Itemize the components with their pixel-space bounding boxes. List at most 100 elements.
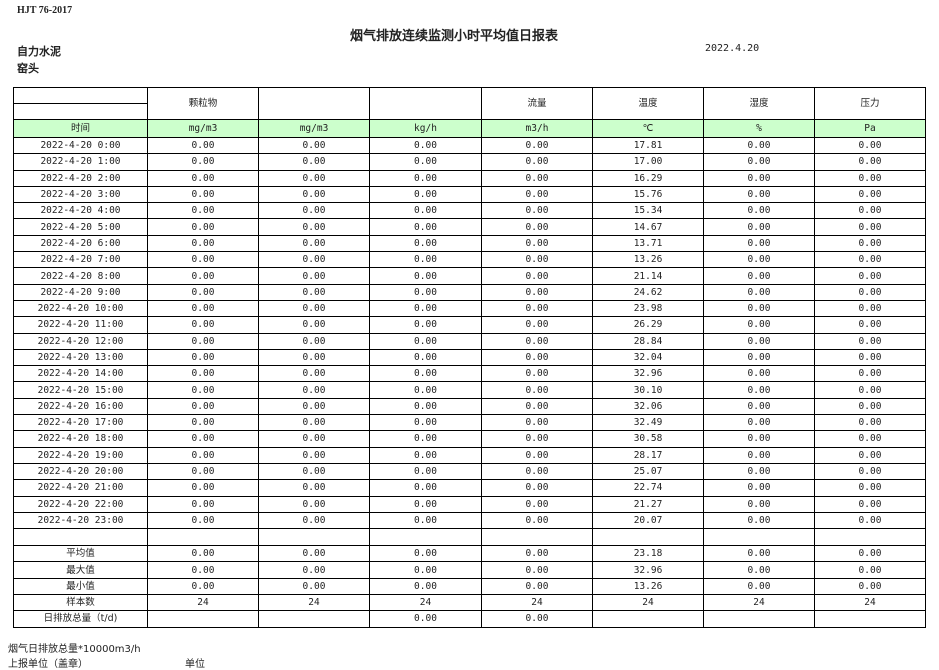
- blank-row-cell: [703, 528, 815, 547]
- table-row-cell: 26.29: [592, 316, 704, 334]
- table-row-cell: 0.00: [481, 267, 593, 285]
- table-row-cell: 0.00: [369, 153, 482, 171]
- table-row: 2022-4-20 7:00 0.00 0.00 0.00 0.00 13.26 0.00 0…: [13, 251, 926, 269]
- table-row-cell: 16.29: [592, 169, 704, 187]
- table-row-cell: 0.00: [369, 511, 482, 530]
- table-row-cell: 0.00: [258, 479, 370, 497]
- unit-label: 单位: [185, 659, 205, 670]
- organization: 自力水泥: [17, 45, 61, 58]
- table-row-cell: 0.00: [369, 332, 482, 350]
- stats-row-cell: 24: [703, 594, 815, 612]
- table-row-cell: 0.00: [258, 299, 370, 318]
- stats-row-cell: 24: [481, 594, 593, 612]
- table-row: 2022-4-20 12:00 0.00 0.00 0.00 0.00 28.84 0.00…: [13, 332, 926, 350]
- table-row-cell: 0.00: [481, 462, 593, 481]
- table-row-cell: 20.07: [592, 511, 704, 530]
- table-row-cell: 0.00: [258, 234, 370, 253]
- table-row-cell: 0.00: [369, 218, 482, 236]
- table-row-cell: 0.00: [814, 479, 926, 497]
- table-row: 2022-4-20 9:00 0.00 0.00 0.00 0.00 24.62 0.00 0…: [13, 283, 926, 301]
- table-row-cell: 23.98: [592, 299, 704, 318]
- stats-row-cell: 样本数: [13, 594, 148, 612]
- table-row-cell: 0.00: [703, 397, 815, 416]
- table-row-cell: 0.00: [258, 136, 370, 155]
- table-row: 2022-4-20 5:00 0.00 0.00 0.00 0.00 14.67 0.00 0…: [13, 218, 926, 236]
- table-row-cell: 0.00: [814, 348, 926, 367]
- table-row-cell: 0.00: [258, 397, 370, 416]
- table-row-cell: 0.00: [147, 267, 259, 285]
- table-row-cell: 0.00: [147, 462, 259, 481]
- table-row-cell: 0.00: [481, 365, 593, 383]
- stats-row-cell: 日排放总量（t/d): [13, 610, 148, 628]
- table-row-cell: 0.00: [369, 234, 482, 253]
- table-row-cell: 0.00: [481, 495, 593, 513]
- stats-row-cell: 24: [147, 594, 259, 612]
- blank-row: [13, 528, 926, 547]
- table-row-cell: 0.00: [258, 462, 370, 481]
- stats-row-cell: 0.00: [258, 577, 370, 596]
- table-row-cell: 0.00: [814, 136, 926, 155]
- table-row-cell: 30.58: [592, 430, 704, 448]
- table-row-cell: 0.00: [703, 430, 815, 448]
- table-row-cell: 0.00: [369, 283, 482, 301]
- table-row-cell: 0.00: [703, 218, 815, 236]
- table-row-cell: 2022-4-20 23:00: [13, 511, 148, 530]
- table-row-cell: 0.00: [258, 430, 370, 448]
- header-row-cell: 温度: [592, 87, 704, 120]
- flue-total-label: 烟气日排放总量*10000m3/h: [8, 644, 141, 655]
- stats-row-cell: 最小值: [13, 577, 148, 596]
- table-row-cell: 25.07: [592, 462, 704, 481]
- stats-row-cell: 0.00: [258, 545, 370, 563]
- stats-row-cell: 0.00: [481, 545, 593, 563]
- table-row: 2022-4-20 18:00 0.00 0.00 0.00 0.00 30.58 0.00…: [13, 430, 926, 448]
- table-row: 2022-4-20 4:00 0.00 0.00 0.00 0.00 15.34 0.00 0…: [13, 202, 926, 220]
- table-row-cell: 14.67: [592, 218, 704, 236]
- table-row-cell: 0.00: [814, 495, 926, 513]
- table-row-cell: 0.00: [481, 202, 593, 220]
- table-row: 2022-4-20 19:00 0.00 0.00 0.00 0.00 28.17 0.00…: [13, 446, 926, 464]
- table-row: 2022-4-20 23:00 0.00 0.00 0.00 0.00 20.07 0.00…: [13, 511, 926, 530]
- table-row-cell: 0.00: [369, 365, 482, 383]
- table-row-cell: 0.00: [369, 185, 482, 204]
- stats-row-cell: [147, 610, 259, 628]
- table-row-cell: 0.00: [481, 397, 593, 416]
- table-row-cell: 0.00: [258, 185, 370, 204]
- table-row-cell: 0.00: [481, 511, 593, 530]
- table-row-cell: 0.00: [703, 267, 815, 285]
- table-row-cell: 0.00: [369, 479, 482, 497]
- table-row-cell: 21.27: [592, 495, 704, 513]
- table-row-cell: 0.00: [147, 332, 259, 350]
- table-row-cell: 32.96: [592, 365, 704, 383]
- stats-row-cell: [592, 610, 704, 628]
- table-row-cell: 0.00: [703, 348, 815, 367]
- table-row-cell: 0.00: [258, 381, 370, 399]
- table-row-cell: 0.00: [147, 348, 259, 367]
- table-row-cell: 0.00: [258, 267, 370, 285]
- table-row-cell: 0.00: [814, 169, 926, 187]
- table-row-cell: 0.00: [481, 430, 593, 448]
- table-row-cell: 0.00: [703, 316, 815, 334]
- table-row-cell: 0.00: [147, 234, 259, 253]
- table-row-cell: 0.00: [814, 462, 926, 481]
- stats-row-cell: 0.00: [481, 561, 593, 579]
- table-row-cell: 0.00: [814, 446, 926, 464]
- table-row-cell: 2022-4-20 20:00: [13, 462, 148, 481]
- table-row: 2022-4-20 6:00 0.00 0.00 0.00 0.00 13.71 0.00 0…: [13, 234, 926, 253]
- table-row-cell: 0.00: [147, 185, 259, 204]
- table-row-cell: 21.14: [592, 267, 704, 285]
- table-row-cell: 0.00: [369, 136, 482, 155]
- table-row-cell: 32.06: [592, 397, 704, 416]
- blank-row-cell: [147, 528, 259, 547]
- table-row-cell: 0.00: [258, 169, 370, 187]
- table-row-cell: 0.00: [147, 169, 259, 187]
- header-row-cell: [13, 87, 148, 120]
- table-row-cell: 15.34: [592, 202, 704, 220]
- stats-row-cell: 0.00: [369, 610, 482, 628]
- table-row-cell: 0.00: [703, 479, 815, 497]
- table-row-cell: 2022-4-20 9:00: [13, 283, 148, 301]
- table-row-cell: 2022-4-20 3:00: [13, 185, 148, 204]
- table-row-cell: 0.00: [703, 202, 815, 220]
- table-row-cell: 0.00: [814, 511, 926, 530]
- table-row-cell: 0.00: [481, 348, 593, 367]
- table-row-cell: 2022-4-20 2:00: [13, 169, 148, 187]
